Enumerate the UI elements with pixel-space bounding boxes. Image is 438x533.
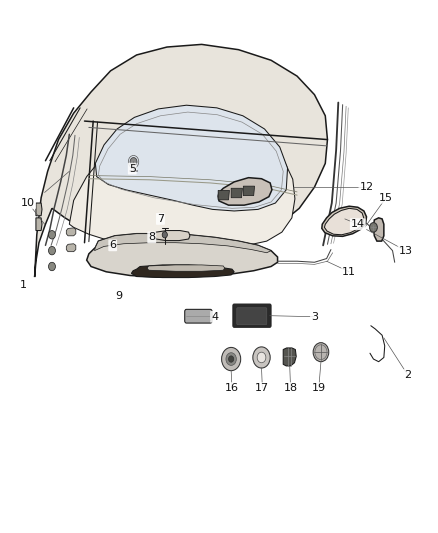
Polygon shape	[131, 265, 234, 278]
Polygon shape	[243, 186, 254, 196]
Polygon shape	[283, 348, 296, 366]
Text: 9: 9	[116, 290, 123, 301]
Text: 13: 13	[399, 246, 413, 256]
Text: 17: 17	[255, 383, 269, 393]
Circle shape	[162, 232, 167, 238]
Polygon shape	[87, 233, 278, 277]
Circle shape	[130, 158, 137, 166]
Polygon shape	[218, 190, 230, 200]
Polygon shape	[325, 208, 364, 235]
Polygon shape	[322, 206, 367, 236]
FancyBboxPatch shape	[237, 308, 267, 325]
Text: 12: 12	[360, 182, 374, 192]
Text: 7: 7	[157, 214, 164, 224]
Text: 15: 15	[379, 193, 393, 203]
Text: 19: 19	[312, 383, 326, 393]
Text: 8: 8	[148, 232, 155, 243]
Circle shape	[370, 223, 378, 232]
Circle shape	[49, 246, 56, 255]
Polygon shape	[66, 228, 76, 236]
Text: 5: 5	[129, 164, 136, 174]
Circle shape	[226, 353, 237, 366]
Circle shape	[49, 231, 56, 239]
FancyBboxPatch shape	[185, 309, 212, 323]
Polygon shape	[35, 44, 328, 277]
Text: 1: 1	[19, 280, 26, 290]
Polygon shape	[95, 105, 287, 211]
Polygon shape	[36, 203, 42, 216]
Polygon shape	[66, 244, 76, 252]
Text: 2: 2	[404, 370, 411, 380]
Text: 6: 6	[109, 240, 116, 251]
Circle shape	[49, 262, 56, 271]
Text: 10: 10	[21, 198, 35, 208]
Polygon shape	[374, 218, 384, 241]
Circle shape	[253, 347, 270, 368]
Circle shape	[257, 352, 266, 363]
FancyBboxPatch shape	[233, 304, 271, 327]
Circle shape	[313, 343, 329, 362]
Text: 14: 14	[351, 219, 365, 229]
Polygon shape	[36, 218, 42, 231]
Text: 11: 11	[342, 267, 356, 277]
Polygon shape	[95, 233, 271, 253]
Polygon shape	[69, 119, 295, 249]
Text: 18: 18	[283, 383, 298, 393]
Polygon shape	[218, 177, 272, 205]
Circle shape	[222, 348, 241, 370]
Circle shape	[229, 356, 234, 362]
Text: 16: 16	[225, 383, 239, 393]
Polygon shape	[148, 265, 225, 271]
Polygon shape	[231, 188, 242, 198]
Text: 4: 4	[211, 312, 218, 322]
Text: 3: 3	[311, 312, 318, 322]
Polygon shape	[154, 231, 190, 240]
